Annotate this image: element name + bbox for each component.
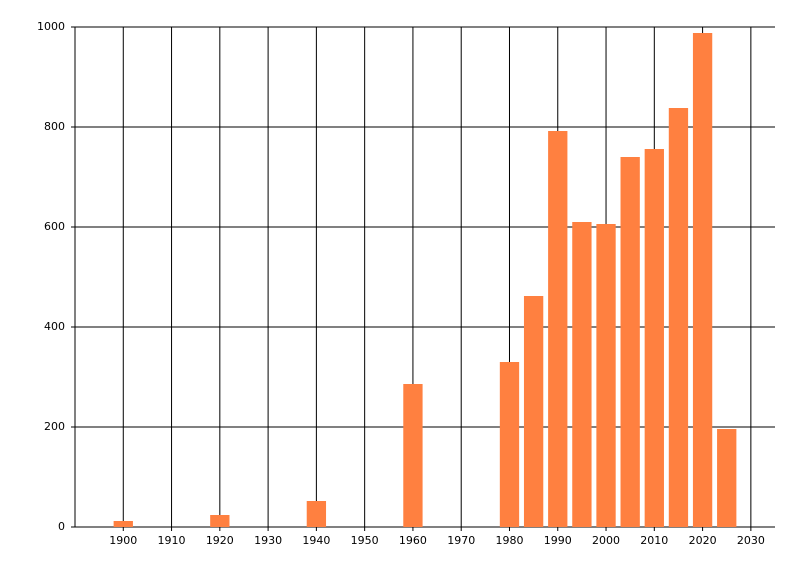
bar: [523, 296, 544, 527]
y-tick-label: 400: [44, 320, 65, 333]
y-tick-label: 600: [44, 220, 65, 233]
y-tick-label: 800: [44, 120, 65, 133]
x-tick-label: 2000: [592, 534, 620, 547]
bar: [644, 149, 664, 527]
x-tick-label: 1910: [158, 534, 186, 547]
y-tick-label: 1000: [37, 20, 65, 33]
bar: [548, 131, 568, 527]
x-tick-label: 1920: [206, 534, 234, 547]
bar: [403, 384, 423, 527]
x-tick-label: 1940: [302, 534, 330, 547]
bar: [692, 33, 713, 527]
bar: [668, 108, 689, 527]
bar: [210, 515, 230, 527]
x-tick-label: 1900: [109, 534, 137, 547]
y-tick-label: 0: [58, 520, 65, 533]
bar: [717, 429, 737, 527]
bar: [499, 362, 520, 527]
x-tick-label: 1990: [544, 534, 572, 547]
bar: [113, 521, 133, 527]
bar: [596, 224, 616, 527]
x-tick-label: 1980: [495, 534, 523, 547]
bar: [306, 501, 327, 527]
x-tick-label: 1950: [351, 534, 379, 547]
x-tick-label: 1960: [399, 534, 427, 547]
x-tick-label: 1930: [254, 534, 282, 547]
x-tick-label: 1970: [447, 534, 475, 547]
y-tick-label: 200: [44, 420, 65, 433]
x-tick-label: 2010: [640, 534, 668, 547]
bar: [572, 222, 592, 527]
x-tick-label: 2020: [689, 534, 717, 547]
bar: [620, 157, 640, 527]
x-tick-label: 2030: [737, 534, 765, 547]
